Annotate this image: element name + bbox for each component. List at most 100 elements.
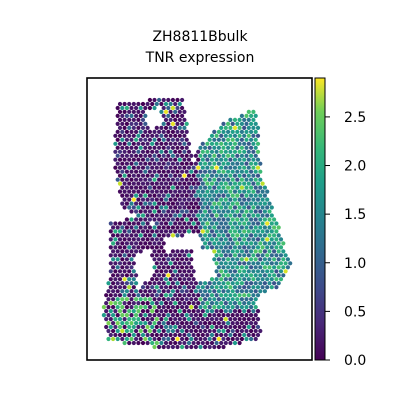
expression-spot: [249, 217, 254, 222]
expression-spot: [129, 217, 134, 222]
expression-spot: [129, 305, 134, 310]
expression-spot: [111, 305, 116, 310]
expression-spot: [154, 293, 159, 298]
expression-spot: [235, 225, 240, 230]
expression-spot: [122, 205, 127, 210]
expression-spot: [251, 141, 256, 146]
expression-spot: [216, 257, 221, 262]
expression-spot: [212, 145, 217, 150]
expression-spot: [228, 213, 233, 218]
expression-spot: [212, 185, 217, 190]
expression-spot: [145, 205, 150, 210]
expression-spot: [198, 193, 203, 198]
expression-spot: [196, 293, 201, 298]
expression-spot: [253, 297, 258, 302]
expression-spot: [161, 121, 166, 126]
expression-spot: [115, 313, 120, 318]
expression-spot: [198, 185, 203, 190]
expression-spot: [223, 149, 228, 154]
expression-spot: [228, 277, 233, 282]
expression-spot: [219, 141, 224, 146]
expression-spot: [106, 336, 111, 342]
expression-spot: [145, 197, 150, 202]
expression-spot: [140, 101, 146, 107]
expression-spot: [157, 289, 162, 294]
expression-spot: [124, 177, 129, 182]
expression-spot: [175, 265, 180, 270]
expression-spot: [159, 221, 164, 226]
expression-spot: [226, 177, 231, 182]
expression-spot: [253, 217, 258, 222]
expression-spot: [200, 332, 205, 338]
expression-spot: [272, 249, 277, 254]
expression-spot: [154, 245, 159, 250]
expression-spot: [120, 129, 125, 134]
expression-spot: [232, 269, 238, 274]
expression-spot: [161, 209, 166, 214]
expression-spot: [131, 133, 136, 138]
expression-spot: [182, 173, 187, 178]
expression-spot: [143, 137, 148, 142]
expression-spot: [249, 121, 254, 126]
expression-spot: [232, 332, 238, 338]
expression-spot: [173, 261, 178, 266]
expression-spot: [113, 165, 118, 170]
expression-spot: [189, 305, 194, 310]
expression-spot: [230, 289, 235, 294]
expression-spot: [246, 149, 251, 154]
expression-spot: [207, 281, 212, 286]
expression-spot: [237, 237, 242, 242]
expression-spot: [205, 221, 210, 226]
expression-spot: [163, 293, 169, 298]
expression-spot: [209, 277, 215, 282]
expression-spot: [134, 328, 139, 334]
expression-spot: [251, 109, 256, 114]
colorbar: 0.00.51.01.52.02.5: [314, 77, 366, 369]
expression-spot: [145, 293, 150, 298]
expression-spot: [159, 301, 164, 306]
expression-spot: [117, 117, 123, 122]
expression-spot: [219, 285, 224, 290]
expression-spot: [212, 336, 217, 342]
expression-spot: [237, 133, 242, 138]
expression-spot: [140, 221, 146, 226]
expression-spot: [272, 241, 277, 246]
expression-spot: [157, 137, 162, 142]
expression-spot: [216, 336, 221, 342]
expression-spot: [230, 161, 235, 166]
expression-spot: [235, 297, 240, 302]
expression-spot: [145, 165, 150, 170]
expression-spot: [219, 245, 224, 250]
expression-spot: [157, 233, 162, 238]
expression-spot: [175, 145, 180, 150]
expression-spot: [182, 213, 187, 218]
expression-spot: [154, 213, 159, 218]
expression-spot: [228, 221, 233, 226]
expression-spot: [226, 209, 231, 214]
expression-spot: [253, 185, 258, 190]
expression-spot: [166, 265, 171, 270]
expression-spot: [209, 245, 215, 250]
expression-spot: [134, 225, 139, 230]
expression-spot: [143, 328, 148, 334]
expression-spot: [124, 129, 129, 134]
expression-spot: [108, 245, 113, 250]
expression-spot: [168, 125, 173, 130]
expression-spot: [170, 225, 175, 230]
expression-spot: [163, 109, 169, 114]
expression-spot: [205, 173, 210, 178]
expression-spot: [152, 129, 157, 134]
expression-spot: [108, 229, 113, 234]
expression-spot: [253, 153, 258, 158]
expression-spot: [239, 328, 244, 334]
expression-spot: [239, 169, 244, 174]
expression-spot: [200, 309, 205, 314]
expression-spot: [175, 169, 180, 174]
expression-spot: [239, 201, 244, 206]
expression-spot: [232, 253, 238, 258]
expression-spot: [214, 141, 219, 146]
expression-spot: [180, 193, 185, 198]
expression-spot: [221, 177, 226, 182]
expression-spot: [232, 141, 238, 146]
expression-spot: [129, 185, 134, 190]
